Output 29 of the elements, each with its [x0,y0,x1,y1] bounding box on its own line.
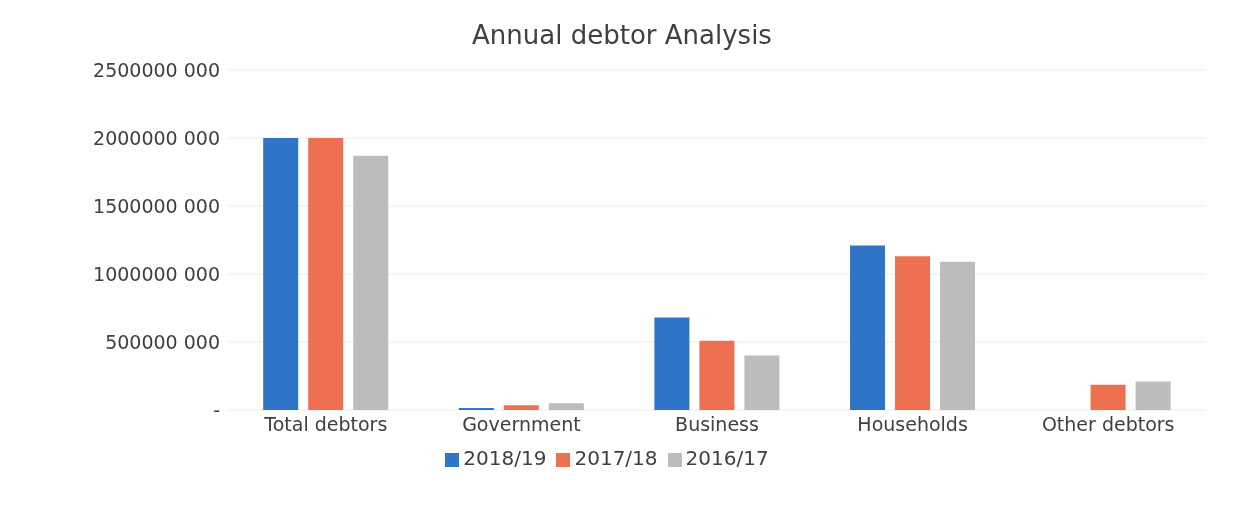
bar [458,407,494,410]
legend-label: 2016/17 [685,446,769,470]
y-tick-label: 2500000 000 [93,58,220,81]
x-tick-label: Government [462,413,581,436]
y-tick-label: 500000 000 [105,330,220,353]
legend-label: 2018/19 [463,446,547,470]
bar [850,245,886,410]
bar [263,138,299,410]
bar [654,317,690,410]
legend-label: 2017/18 [574,446,658,470]
y-tick-label: - [213,398,220,421]
bar [1135,381,1171,410]
bar [895,256,931,410]
bar [308,138,344,410]
bar [548,403,584,410]
bar [699,340,735,410]
x-tick-label: Total debtors [263,413,388,436]
y-tick-label: 1500000 000 [93,194,220,217]
chart-title: Annual debtor Analysis [471,20,773,50]
bar [503,405,539,410]
x-tick-label: Households [857,413,968,436]
y-tick-label: 1000000 000 [93,262,220,285]
bar [744,355,780,410]
x-tick-label: Business [675,413,759,436]
bar [940,261,976,410]
x-tick-label: Other debtors [1041,413,1175,436]
y-tick-label: 2000000 000 [93,126,220,149]
bar [1090,384,1126,410]
bar [353,155,389,410]
